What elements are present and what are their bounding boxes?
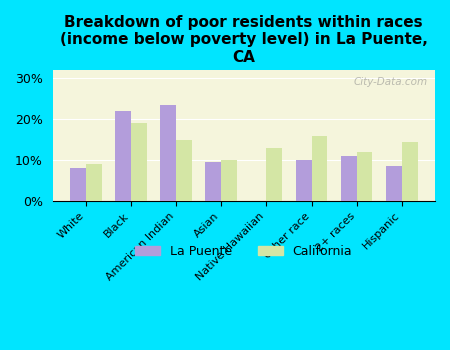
Bar	[115, 111, 131, 201]
Bar	[296, 160, 311, 201]
Bar	[386, 166, 402, 201]
Bar	[86, 164, 102, 201]
Text: City-Data.com: City-Data.com	[353, 77, 428, 87]
Bar	[402, 142, 418, 201]
Bar	[341, 156, 357, 201]
Bar	[70, 168, 86, 201]
Bar	[160, 105, 176, 201]
Title: Breakdown of poor residents within races
(income below poverty level) in La Puen: Breakdown of poor residents within races…	[60, 15, 428, 65]
Bar	[266, 148, 282, 201]
Bar	[357, 152, 373, 201]
Legend: La Puente, California: La Puente, California	[130, 240, 357, 263]
Bar	[176, 140, 192, 201]
Bar	[311, 135, 327, 201]
Bar	[221, 160, 237, 201]
Bar	[131, 123, 147, 201]
Bar	[205, 162, 221, 201]
